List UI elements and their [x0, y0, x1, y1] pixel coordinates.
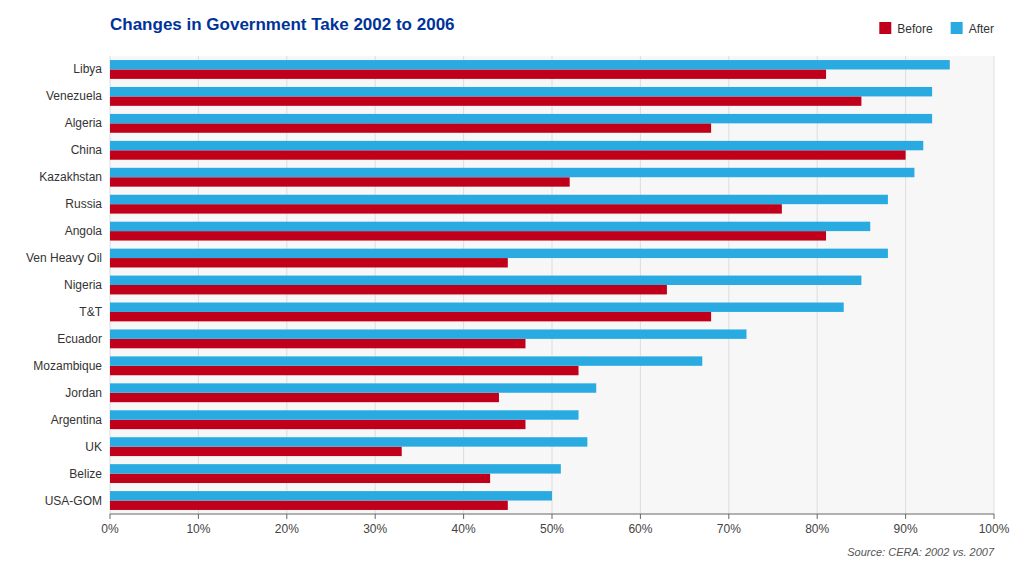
- bar: [110, 312, 711, 321]
- tick-label: 100%: [979, 522, 1010, 536]
- category-label: Nigeria: [64, 278, 102, 292]
- tick-label: 50%: [540, 522, 564, 536]
- bar: [110, 114, 932, 123]
- category-label: Ven Heavy Oil: [26, 251, 102, 265]
- bar: [110, 96, 861, 105]
- category-label: Venezuela: [46, 89, 102, 103]
- bar: [110, 420, 525, 429]
- bar: [110, 501, 508, 510]
- tick-label: 60%: [628, 522, 652, 536]
- bar: [110, 383, 596, 392]
- category-label: Russia: [65, 197, 102, 211]
- bars: [110, 60, 950, 510]
- tick-mark: [198, 514, 199, 519]
- tick-label: 90%: [894, 522, 918, 536]
- bar: [110, 303, 844, 312]
- x-axis: 0% 10% 20% 30% 40% 50% 60% 70% 80% 90% 100%: [101, 514, 1009, 536]
- chart-svg: 0% 10% 20% 30% 40% 50% 60% 70% 80% 90% 100% USA-GOM…: [0, 0, 1024, 576]
- bar: [110, 69, 826, 78]
- grid-line: [994, 56, 995, 514]
- bar: [110, 474, 490, 483]
- tick-mark: [463, 514, 464, 519]
- title: Changes in Government Take 2002 to 2006: [110, 15, 455, 34]
- bar: [110, 150, 906, 159]
- bar: [110, 464, 561, 473]
- bar: [110, 356, 702, 365]
- tick-mark: [728, 514, 729, 519]
- tick-label: 30%: [363, 522, 387, 536]
- category-label: Kazakhstan: [39, 170, 102, 184]
- bar: [110, 168, 914, 177]
- category-label: Angola: [65, 224, 103, 238]
- tick-label: 80%: [805, 522, 829, 536]
- bar: [110, 366, 579, 375]
- tick-mark: [110, 514, 111, 519]
- bar: [110, 491, 552, 500]
- bar: [110, 60, 950, 69]
- category-label: Argentina: [51, 413, 103, 427]
- category-label: Jordan: [65, 386, 102, 400]
- bar: [110, 87, 932, 96]
- category-label: UK: [85, 440, 102, 454]
- bar: [110, 393, 499, 402]
- bar: [110, 177, 570, 186]
- grid: [110, 56, 994, 514]
- bar: [110, 437, 587, 446]
- plot-background: [110, 56, 994, 514]
- tick-mark: [286, 514, 287, 519]
- bar: [110, 329, 746, 338]
- tick-label: 20%: [275, 522, 299, 536]
- tick-label: 70%: [717, 522, 741, 536]
- tick-label: 0%: [101, 522, 119, 536]
- grid-line: [905, 56, 906, 514]
- bar: [110, 410, 579, 419]
- bar: [110, 231, 826, 240]
- tick-label: 40%: [452, 522, 476, 536]
- x-axis-line: [110, 514, 994, 515]
- chart-container: 0% 10% 20% 30% 40% 50% 60% 70% 80% 90% 100% USA-GOM…: [0, 0, 1024, 576]
- legend-label: After: [969, 22, 994, 36]
- tick-mark: [640, 514, 641, 519]
- bar: [110, 123, 711, 132]
- legend-swatch: [951, 22, 963, 34]
- tick-mark: [552, 514, 553, 519]
- category-label: USA-GOM: [45, 494, 102, 508]
- bar: [110, 339, 525, 348]
- legend-swatch: [879, 22, 891, 34]
- bar: [110, 222, 870, 231]
- legend-label: Before: [897, 22, 933, 36]
- bar: [110, 447, 402, 456]
- category-label: Libya: [73, 62, 102, 76]
- legend: Before After: [879, 22, 994, 36]
- bar: [110, 204, 782, 213]
- tick-mark: [994, 514, 995, 519]
- y-axis: USA-GOM Belize UK Argentina Jordan Mozambique…: [26, 62, 103, 507]
- tick-mark: [817, 514, 818, 519]
- category-label: Mozambique: [33, 359, 102, 373]
- category-label: Algeria: [65, 116, 103, 130]
- bar: [110, 285, 667, 294]
- tick-mark: [375, 514, 376, 519]
- annotation: Source: CERA: 2002 vs. 2007: [847, 546, 995, 558]
- category-label: Belize: [69, 467, 102, 481]
- bar: [110, 195, 888, 204]
- category-label: T&T: [79, 305, 102, 319]
- bar: [110, 258, 508, 267]
- bar: [110, 276, 861, 285]
- tick-label: 10%: [186, 522, 210, 536]
- category-label: China: [71, 143, 103, 157]
- tick-mark: [905, 514, 906, 519]
- bar: [110, 249, 888, 258]
- bar: [110, 141, 923, 150]
- category-label: Ecuador: [57, 332, 102, 346]
